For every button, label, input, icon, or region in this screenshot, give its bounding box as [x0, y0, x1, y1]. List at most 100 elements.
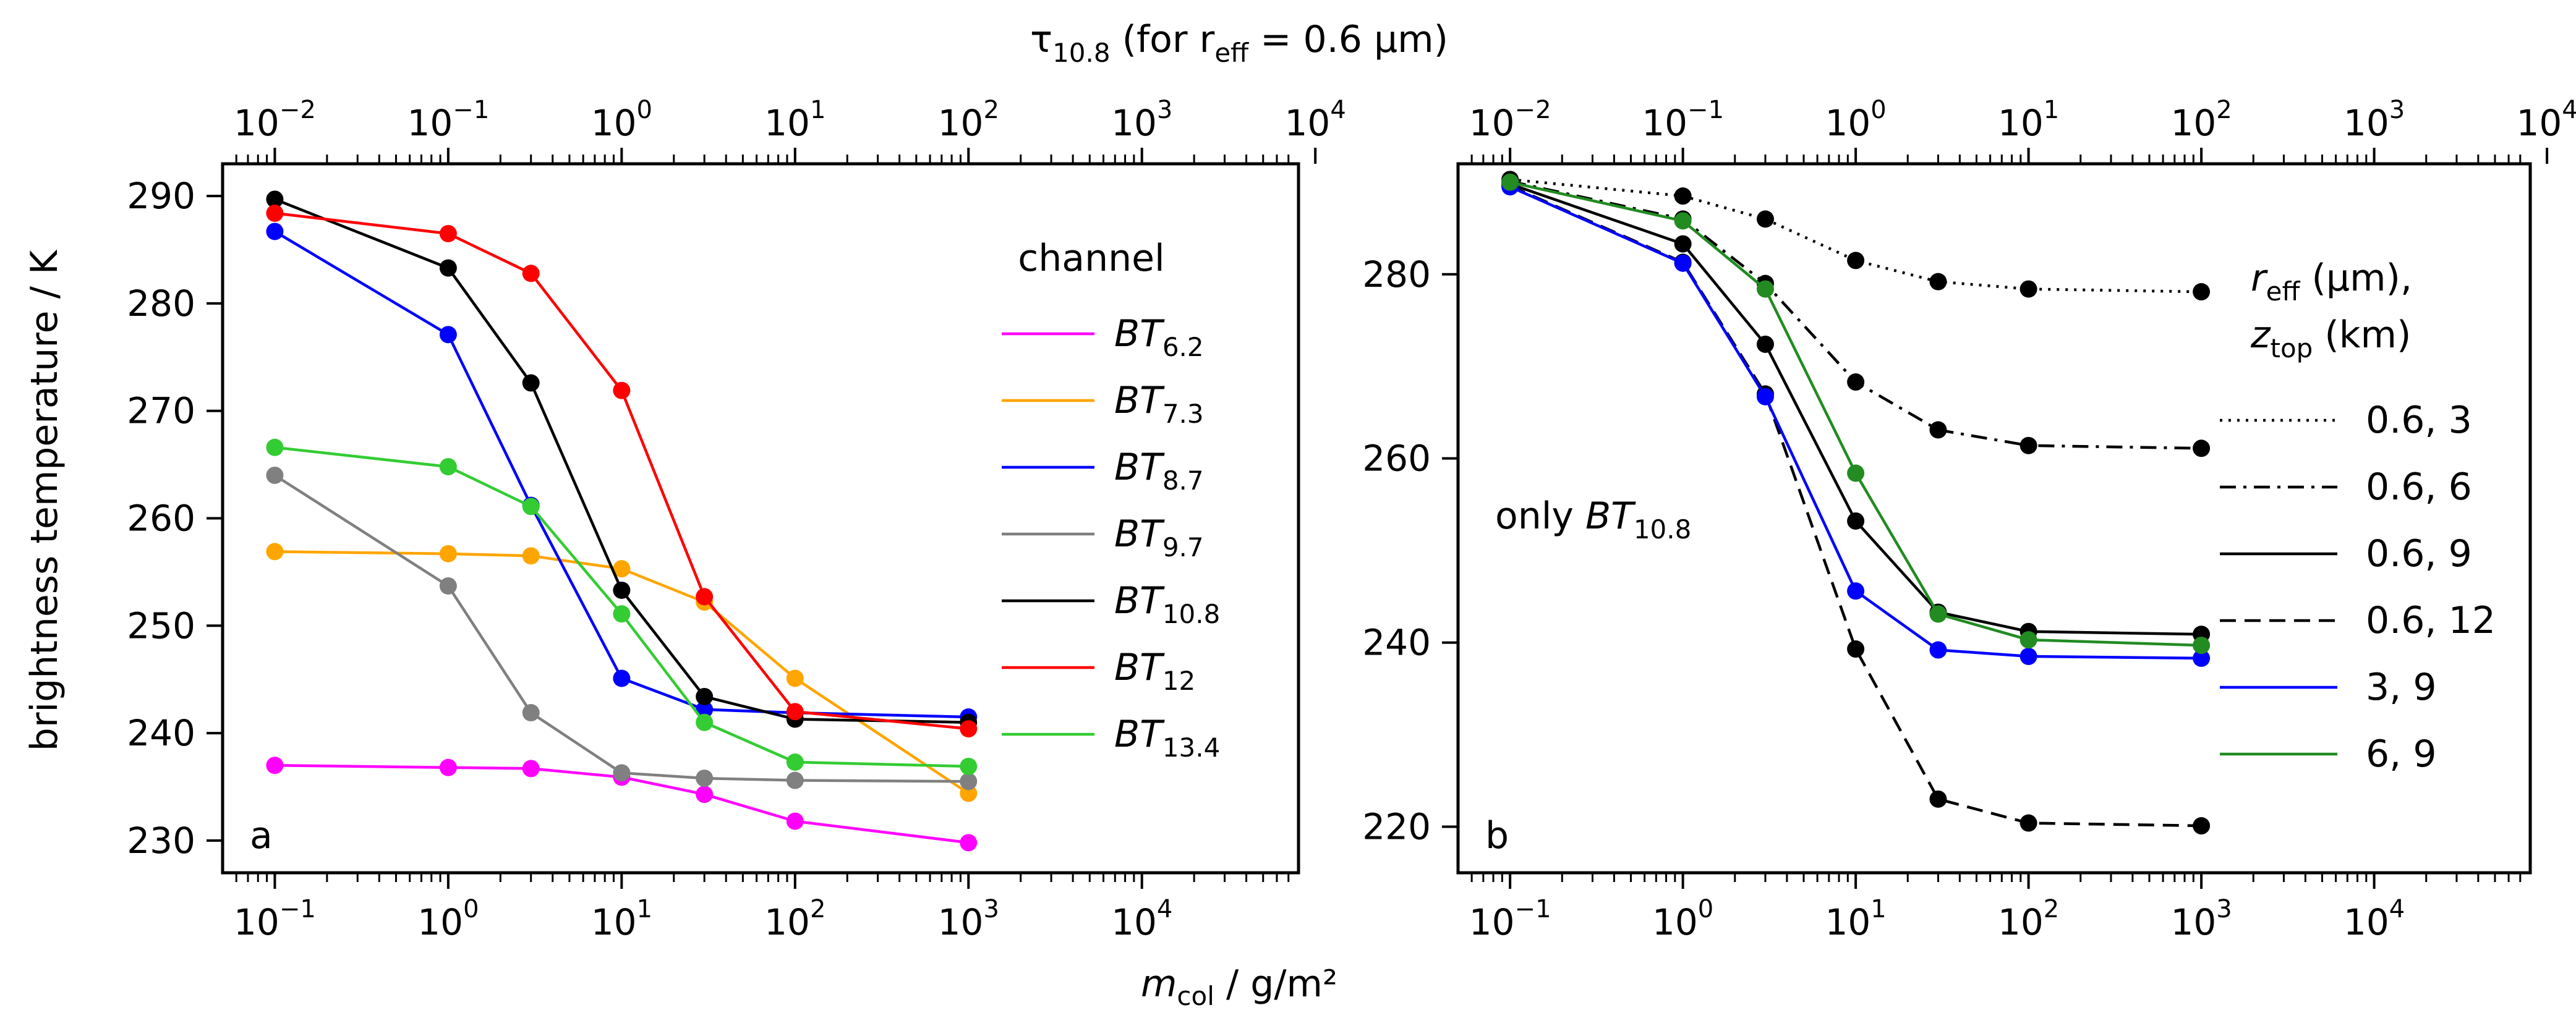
x-tick-base: 10 — [1998, 901, 2044, 943]
x-tick-base: 10 — [234, 901, 279, 943]
x-tick-base: 10 — [764, 901, 810, 943]
x-axis-label-sub: col — [1177, 981, 1214, 1011]
data-point — [1929, 273, 1947, 291]
data-point — [2019, 631, 2037, 649]
top-tick-label: 103 — [2344, 96, 2405, 144]
legend-label: 0.6, 6 — [2366, 465, 2472, 509]
data-point — [1847, 373, 1865, 391]
top-tick-exp: 2 — [983, 96, 999, 124]
annotation-prefix: only — [1495, 494, 1585, 538]
top-axis-label-sub2: eff — [1214, 38, 1249, 68]
data-point — [2019, 280, 2037, 298]
y-tick-label: 290 — [127, 175, 195, 217]
y-tick-label: 250 — [127, 605, 195, 647]
annotation: only BT10.8 — [1495, 494, 1691, 545]
legend-label-main: BT — [1114, 579, 1165, 622]
x-tick-exp: 1 — [1870, 895, 1886, 923]
data-point — [2019, 647, 2037, 665]
x-tick-base: 10 — [417, 901, 463, 943]
top-tick-exp: 2 — [2216, 96, 2232, 124]
series-line — [1509, 180, 2202, 647]
data-point — [1847, 512, 1865, 530]
legend-title: channel — [1018, 237, 1164, 280]
legend-label: BT7.3 — [1114, 379, 1204, 429]
legend-title-z-sub: top — [2271, 333, 2313, 363]
x-tick-exp: 3 — [2216, 895, 2232, 923]
y-tick-label: 280 — [127, 282, 195, 325]
x-tick-label: 100 — [417, 895, 479, 943]
top-axis-label: τ10.8 (for reff = 0.6 μm) — [1030, 18, 1448, 68]
data-point — [522, 704, 540, 722]
legend-title-r-tail: (μm), — [2300, 257, 2412, 300]
data-point — [1847, 252, 1865, 269]
x-tick-exp: 0 — [463, 895, 479, 923]
top-tick-exp: −1 — [453, 96, 489, 124]
top-tick-exp: −2 — [279, 96, 316, 124]
y-tick-label: 220 — [1362, 806, 1431, 848]
top-tick-base: 10 — [1469, 102, 1515, 144]
y-tick-label: 240 — [1362, 622, 1431, 664]
data-point — [696, 588, 714, 606]
x-tick-base: 10 — [2344, 901, 2389, 943]
data-point — [266, 466, 284, 484]
x-tick-label: 104 — [2344, 895, 2405, 943]
top-tick-base: 10 — [1998, 102, 2044, 144]
y-axis-label: brightness temperature / K — [23, 249, 66, 751]
x-tick-label: 101 — [1825, 895, 1886, 943]
data-point — [439, 758, 457, 776]
annotation-main: BT — [1585, 494, 1636, 538]
data-point — [439, 577, 457, 595]
top-tick-base: 10 — [407, 102, 453, 144]
legend-label-sub: 10.8 — [1162, 599, 1221, 629]
data-point — [1756, 210, 1774, 228]
data-point — [613, 560, 631, 578]
data-point — [786, 669, 804, 687]
x-tick-base: 10 — [1469, 901, 1515, 943]
legend-label: 0.6, 9 — [2366, 532, 2472, 575]
data-point — [960, 757, 978, 775]
legend-label-sub: 7.3 — [1162, 399, 1204, 429]
top-tick-base: 10 — [1825, 102, 1870, 144]
x-axis-label-tail: / g/m² — [1214, 962, 1337, 1006]
series-line — [1509, 178, 2202, 294]
x-tick-base: 10 — [1652, 901, 1698, 943]
data-point — [1929, 641, 1947, 659]
legend-title-z-tail: (km) — [2313, 313, 2411, 357]
top-tick-base: 10 — [1285, 102, 1331, 144]
data-point — [696, 687, 714, 705]
x-tick-label: 100 — [1652, 895, 1713, 943]
legend-label-sub: 6.2 — [1162, 332, 1204, 362]
top-tick-base: 10 — [938, 102, 984, 144]
top-tick-label: 10−1 — [1642, 96, 1724, 144]
data-point — [439, 545, 457, 562]
top-tick-exp: 4 — [2562, 96, 2576, 124]
legend-label: 0.6, 3 — [2366, 399, 2472, 442]
series-line — [274, 198, 969, 724]
legend-label-main: BT — [1114, 446, 1165, 489]
top-tick-label: 10−2 — [1469, 96, 1551, 144]
data-point — [786, 771, 804, 789]
data-point — [1847, 582, 1865, 600]
x-tick-label: 102 — [764, 895, 825, 943]
legend-label-main: BT — [1114, 713, 1165, 756]
data-point — [786, 812, 804, 830]
data-point — [2193, 283, 2211, 301]
top-axis-label-tail: = 0.6 μm) — [1248, 18, 1448, 61]
top-tick-base: 10 — [1642, 102, 1687, 144]
panel-letter: a — [250, 814, 273, 857]
legend-title-r-sub: eff — [2266, 276, 2301, 307]
x-tick-label: 104 — [1111, 895, 1172, 943]
top-tick-base: 10 — [2170, 102, 2216, 144]
legend-label-main: BT — [1114, 312, 1165, 355]
data-point — [613, 581, 631, 599]
data-point — [1674, 187, 1692, 205]
annotation-sub: 10.8 — [1634, 514, 1692, 545]
legend-label: BT12 — [1114, 646, 1195, 696]
x-tick-exp: −1 — [1515, 895, 1551, 923]
x-tick-exp: 2 — [810, 895, 825, 923]
data-point — [1929, 421, 1947, 439]
panel-letter: b — [1485, 814, 1509, 857]
top-tick-label: 10−1 — [407, 96, 489, 144]
